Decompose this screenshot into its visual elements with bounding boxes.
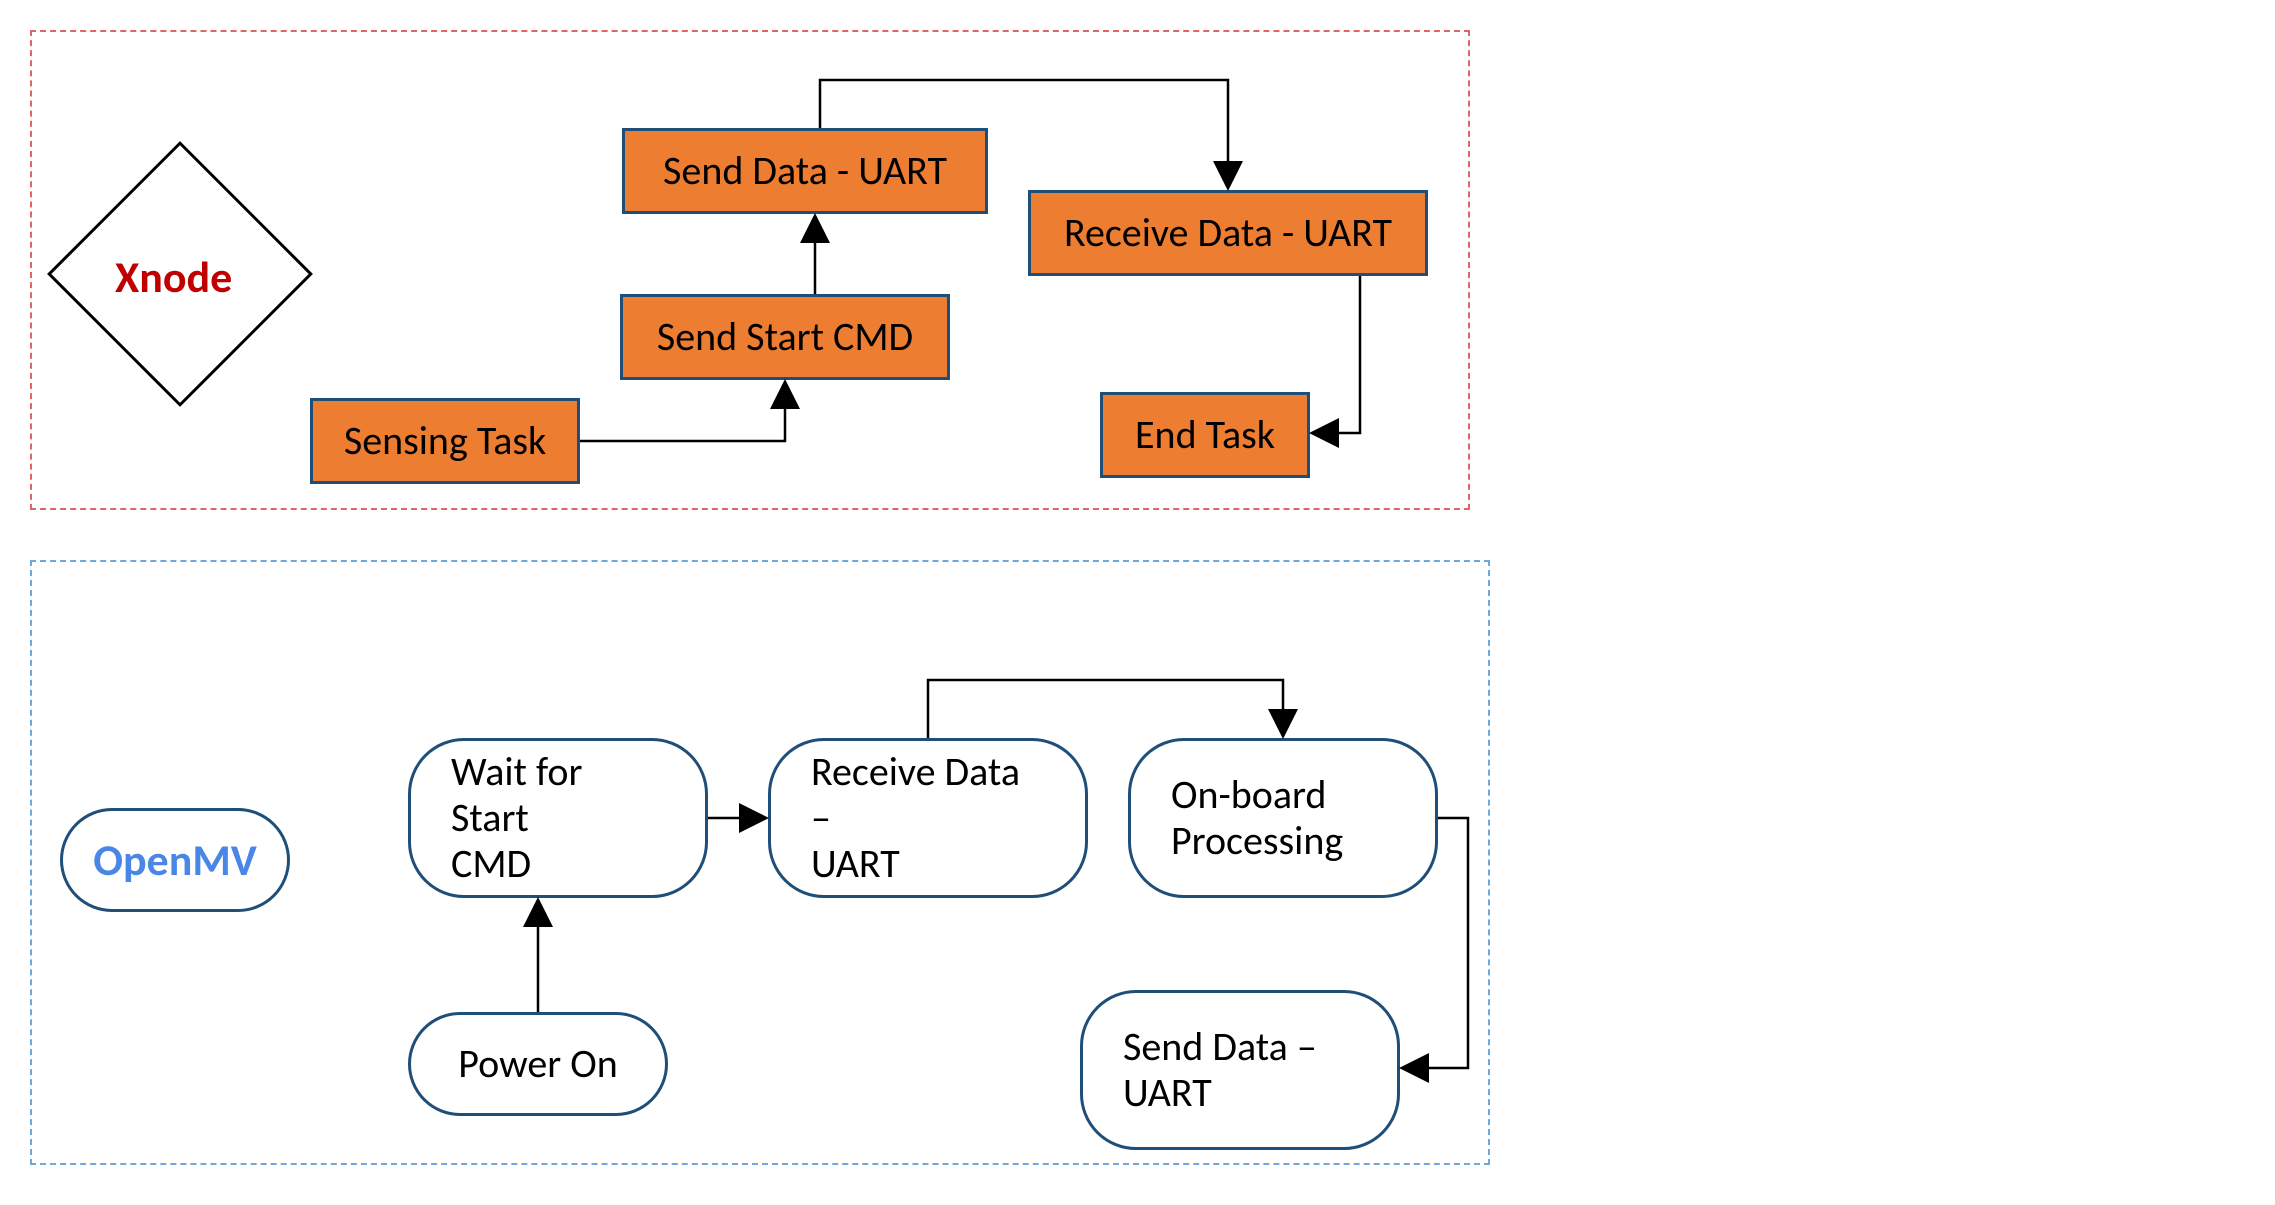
xnode-edge-send_data-to-receive: [820, 80, 1228, 186]
xnode-edge-receive-to-end_task: [1314, 276, 1360, 433]
xnode-edge-sensing-to-send_start: [580, 384, 785, 441]
openmv-edge-onboard-to-send_uart: [1404, 818, 1468, 1068]
openmv-edge-recv_uart-to-onboard: [928, 680, 1283, 738]
edges-layer: [0, 0, 2275, 1205]
